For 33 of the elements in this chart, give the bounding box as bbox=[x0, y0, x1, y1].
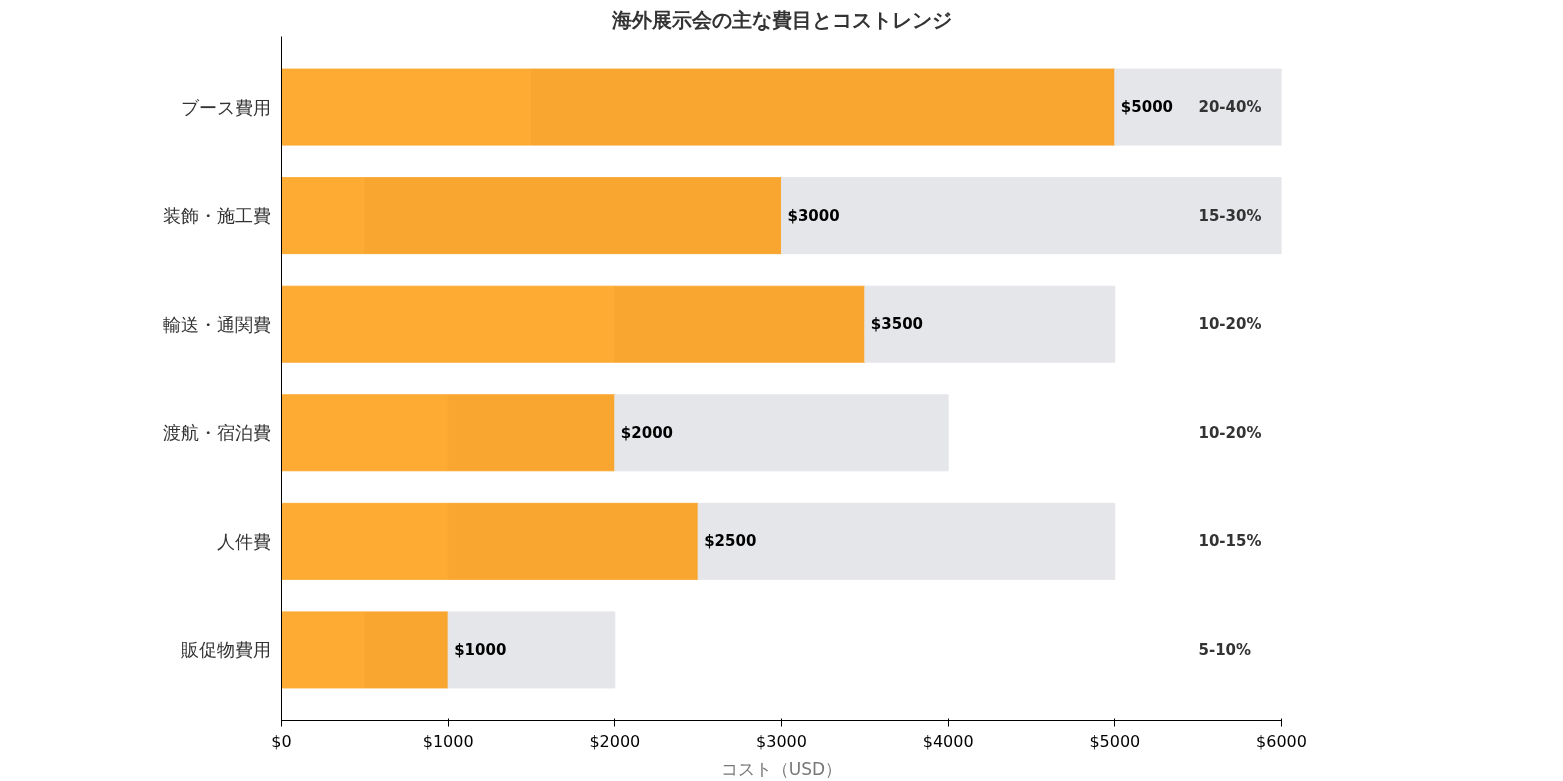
annotation: 10-20% bbox=[1198, 423, 1262, 442]
x-tick-label: $2000 bbox=[589, 731, 641, 751]
x-tick-label: $4000 bbox=[922, 731, 974, 751]
annotation: 15-30% bbox=[1198, 206, 1262, 225]
annotation: $3000 bbox=[787, 206, 840, 225]
x-tick-label: $3000 bbox=[756, 731, 807, 751]
x-tick-label: $0 bbox=[271, 731, 292, 751]
y-tick-label: 人件費 bbox=[216, 530, 271, 552]
annotation: 5-10% bbox=[1198, 640, 1252, 659]
x-axis-title: コスト（USD） bbox=[720, 758, 843, 779]
bar bbox=[1114, 68, 1282, 146]
y-tick-label: 販促物費用 bbox=[180, 639, 271, 661]
annotation: $3500 bbox=[870, 315, 924, 334]
annotation: $2000 bbox=[620, 423, 674, 442]
bar bbox=[447, 611, 616, 689]
annotation: 20-40% bbox=[1198, 98, 1262, 117]
y-tick-label: 渡航・宿泊費 bbox=[162, 422, 271, 444]
bar bbox=[781, 177, 1282, 255]
bar bbox=[697, 502, 1116, 580]
annotation: 10-15% bbox=[1198, 532, 1262, 551]
annotation: $5000 bbox=[1120, 98, 1174, 117]
annotation: 10-20% bbox=[1198, 315, 1262, 334]
bar bbox=[864, 285, 1116, 363]
x-tick-label: $5000 bbox=[1089, 731, 1141, 751]
y-tick-label: 輸送・通関費 bbox=[162, 313, 271, 335]
chart-title: 海外展示会の主な費目とコストレンジ bbox=[610, 7, 952, 32]
x-tick-label: $1000 bbox=[422, 731, 474, 751]
annotation: $1000 bbox=[454, 640, 507, 659]
x-tick-label: $6000 bbox=[1256, 731, 1307, 751]
annotation: $2500 bbox=[704, 532, 757, 551]
y-tick-label: ブース費用 bbox=[180, 96, 271, 118]
y-tick-label: 装飾・施工費 bbox=[162, 205, 271, 227]
bar bbox=[614, 394, 949, 472]
